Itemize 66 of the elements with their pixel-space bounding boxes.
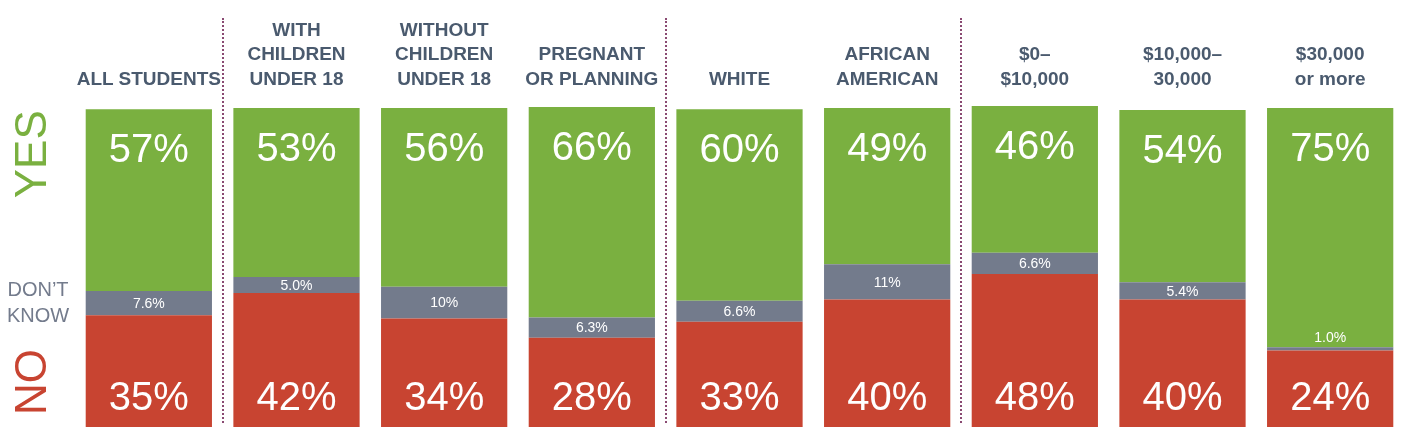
data-label: 56%: [404, 125, 485, 170]
bar: [381, 108, 508, 287]
bar: [824, 264, 951, 300]
bar: [971, 252, 1098, 274]
bar: [824, 108, 951, 265]
x-tick-label: WITHOUT CHILDREN UNDER 18: [395, 18, 494, 89]
bar: [233, 293, 360, 427]
bar: [381, 286, 508, 319]
bar: [85, 315, 212, 427]
data-label: 7.6%: [132, 295, 165, 312]
data-label: 10%: [430, 294, 459, 311]
x-tick-label: $0– $10,000: [1000, 43, 1070, 89]
bar: [233, 277, 360, 294]
bar: [1267, 108, 1394, 348]
data-label: 35%: [108, 374, 189, 419]
bar: [528, 107, 655, 318]
bar: [676, 321, 803, 427]
data-label: 11%: [873, 273, 901, 290]
bar: [85, 291, 212, 316]
data-label: 60%: [699, 126, 780, 171]
data-label: 34%: [404, 374, 485, 419]
data-label: 46%: [994, 123, 1075, 168]
bar: [381, 318, 508, 427]
data-label: 24%: [1290, 374, 1371, 419]
data-label: 6.3%: [575, 319, 608, 336]
bar: [676, 300, 803, 322]
data-label: 5.4%: [1166, 282, 1199, 299]
data-label: 49%: [847, 125, 928, 170]
text: NO: [6, 349, 56, 415]
data-label: 6.6%: [723, 303, 756, 320]
x-tick-label: ALL STUDENTS: [76, 67, 221, 89]
x-tick-label: AFRICAN AMERICAN: [835, 43, 939, 89]
x-tick-label: WHITE: [708, 67, 771, 89]
bar: [1119, 109, 1246, 283]
bar: [233, 108, 360, 278]
series-label: DON’T KNOW: [6, 277, 70, 326]
bar: [1267, 350, 1394, 427]
x-tick-label: WITH CHILDREN UNDER 18: [247, 18, 346, 89]
bar: [1267, 347, 1394, 351]
bar: [971, 106, 1098, 253]
bar: [528, 337, 655, 427]
data-label: 75%: [1290, 125, 1371, 170]
x-tick-label: PREGNANT OR PLANNING: [525, 43, 659, 89]
data-label: 57%: [108, 126, 189, 171]
data-label: 40%: [1142, 374, 1223, 419]
bar: [971, 273, 1098, 427]
text: YES: [6, 110, 56, 199]
data-label: 42%: [256, 374, 337, 419]
data-label: 53%: [256, 125, 337, 170]
data-label: 28%: [551, 374, 632, 419]
bar: [824, 299, 951, 427]
data-label: 54%: [1142, 126, 1223, 171]
data-label: 66%: [551, 124, 632, 169]
bar: [676, 109, 803, 301]
bar: [1119, 299, 1246, 427]
bar: [85, 109, 212, 292]
data-label: 33%: [699, 374, 780, 419]
data-label: 6.6%: [1018, 255, 1051, 272]
data-label: 1.0%: [1314, 329, 1347, 346]
x-tick-label: $30,000 or more: [1294, 43, 1366, 89]
data-label: 5.0%: [280, 276, 313, 293]
x-tick-label: $10,000– 30,000: [1142, 43, 1223, 89]
bar: [1119, 282, 1246, 300]
data-label: 40%: [847, 374, 928, 419]
bar: [528, 317, 655, 338]
data-label: 48%: [994, 374, 1075, 419]
